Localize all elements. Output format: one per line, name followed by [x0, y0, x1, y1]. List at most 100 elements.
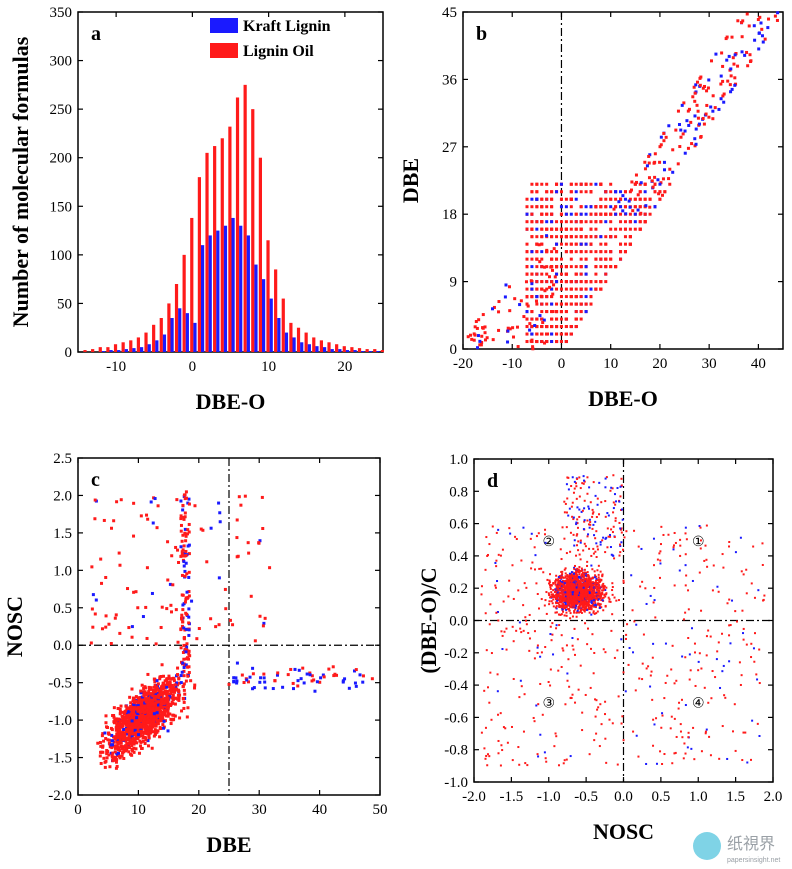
point-lignin-oil — [540, 242, 544, 246]
point-kraft-lignin — [588, 486, 591, 489]
point-lignin-oil — [559, 584, 562, 587]
point-lignin-oil — [699, 75, 703, 79]
point-lignin-oil — [227, 682, 231, 686]
bar-lignin-oil — [106, 347, 110, 352]
point-lignin-oil — [105, 748, 109, 752]
point-lignin-oil — [560, 601, 563, 604]
point-lignin-oil — [586, 588, 589, 591]
point-lignin-oil — [112, 715, 116, 719]
point-lignin-oil — [160, 694, 164, 698]
point-lignin-oil — [142, 725, 146, 729]
point-lignin-oil — [525, 317, 529, 321]
point-lignin-oil — [558, 604, 561, 607]
point-lignin-oil — [552, 589, 555, 592]
point-lignin-oil — [543, 289, 547, 293]
point-lignin-oil — [153, 730, 157, 734]
point-kraft-lignin — [609, 533, 612, 536]
point-kraft-lignin — [308, 673, 312, 677]
point-lignin-oil — [569, 257, 573, 261]
point-kraft-lignin — [555, 272, 559, 276]
point-lignin-oil — [635, 180, 639, 184]
point-lignin-oil — [664, 135, 668, 139]
point-lignin-oil — [599, 287, 603, 291]
point-kraft-lignin — [130, 719, 134, 723]
point-kraft-lignin — [604, 588, 607, 591]
point-lignin-oil — [118, 710, 122, 714]
point-kraft-lignin — [662, 160, 666, 164]
point-lignin-oil — [246, 541, 250, 545]
point-kraft-lignin — [299, 677, 303, 681]
point-lignin-oil — [575, 534, 578, 537]
point-lignin-oil — [185, 642, 189, 646]
point-lignin-oil — [141, 707, 145, 711]
point-lignin-oil — [564, 325, 568, 329]
point-lignin-oil — [561, 599, 564, 602]
point-kraft-lignin — [579, 212, 583, 216]
point-lignin-oil — [681, 132, 685, 136]
point-lignin-oil — [144, 605, 148, 609]
point-lignin-oil — [161, 685, 165, 689]
point-lignin-oil — [129, 740, 133, 744]
point-lignin-oil — [594, 574, 597, 577]
point-lignin-oil — [107, 753, 111, 757]
point-lignin-oil — [589, 581, 592, 584]
point-lignin-oil — [569, 205, 573, 209]
point-lignin-oil — [583, 578, 586, 581]
point-lignin-oil — [619, 227, 623, 231]
point-lignin-oil — [564, 272, 568, 276]
point-lignin-oil — [544, 599, 547, 602]
point-lignin-oil — [582, 576, 585, 579]
point-lignin-oil — [604, 257, 608, 261]
point-lignin-oil — [591, 583, 594, 586]
point-lignin-oil — [102, 756, 106, 760]
point-lignin-oil — [528, 322, 532, 326]
point-lignin-oil — [150, 725, 154, 729]
point-lignin-oil — [555, 332, 559, 336]
point-lignin-oil — [599, 197, 603, 201]
point-kraft-lignin — [610, 553, 613, 556]
point-lignin-oil — [136, 721, 140, 725]
point-lignin-oil — [240, 673, 244, 677]
bar-lignin-oil — [83, 350, 87, 352]
point-lignin-oil — [592, 576, 595, 579]
y-tick-label: 0.0 — [449, 614, 468, 630]
bar-lignin-oil — [174, 284, 179, 352]
point-lignin-oil — [586, 582, 589, 585]
point-lignin-oil — [163, 679, 167, 683]
point-lignin-oil — [155, 709, 159, 713]
point-lignin-oil — [679, 135, 683, 139]
point-lignin-oil — [519, 299, 523, 303]
point-kraft-lignin — [573, 544, 576, 547]
point-lignin-oil — [141, 691, 145, 695]
point-lignin-oil — [552, 594, 555, 597]
point-lignin-oil — [132, 746, 136, 750]
point-kraft-lignin — [572, 516, 575, 519]
point-lignin-oil — [605, 476, 608, 479]
point-lignin-oil — [143, 704, 147, 708]
point-lignin-oil — [618, 554, 621, 557]
point-lignin-oil — [565, 604, 568, 607]
point-lignin-oil — [525, 332, 529, 336]
point-lignin-oil — [115, 732, 119, 736]
point-lignin-oil — [698, 83, 702, 87]
point-lignin-oil — [628, 212, 632, 216]
point-lignin-oil — [178, 681, 182, 685]
point-lignin-oil — [760, 27, 764, 31]
point-lignin-oil — [155, 719, 159, 723]
point-kraft-lignin — [165, 685, 169, 689]
point-kraft-lignin — [711, 109, 715, 113]
point-lignin-oil — [564, 220, 568, 224]
point-lignin-oil — [184, 539, 188, 543]
point-lignin-oil — [530, 190, 534, 194]
point-lignin-oil — [167, 702, 171, 706]
point-lignin-oil — [653, 182, 657, 186]
point-lignin-oil — [110, 728, 114, 732]
point-lignin-oil — [193, 686, 197, 690]
point-lignin-oil — [147, 691, 151, 695]
point-lignin-oil — [609, 190, 613, 194]
point-lignin-oil — [653, 190, 657, 194]
point-lignin-oil — [535, 280, 539, 284]
point-lignin-oil — [569, 182, 573, 186]
point-lignin-oil — [560, 604, 563, 607]
